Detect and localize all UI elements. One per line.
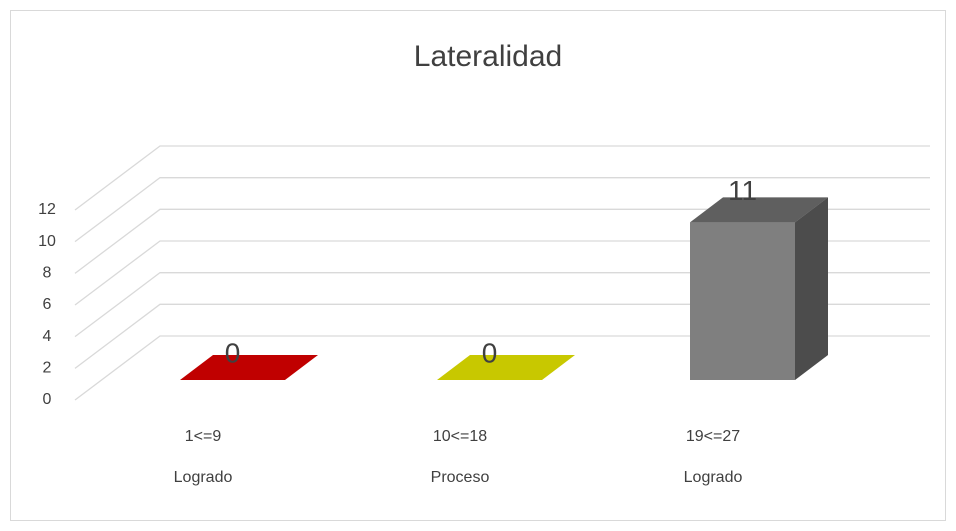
y-tick-label: 0 xyxy=(43,391,52,408)
y-tick-label: 10 xyxy=(38,233,56,250)
y-tick-label: 2 xyxy=(43,360,52,377)
bar-side xyxy=(795,197,828,380)
x-group-label: Logrado xyxy=(684,469,743,486)
chart-title: Lateralidad xyxy=(414,40,562,73)
grid-line xyxy=(74,335,930,401)
y-tick-label: 12 xyxy=(38,201,56,218)
x-tick-label: 10<=18 xyxy=(433,428,487,445)
y-tick-label: 8 xyxy=(43,265,52,282)
bar-top-shade xyxy=(690,197,828,223)
y-tick-label: 4 xyxy=(43,328,52,345)
data-label: 11 xyxy=(728,175,757,206)
grid-line xyxy=(74,145,930,211)
grid-line xyxy=(74,177,930,243)
grid-line xyxy=(74,208,930,274)
y-tick-label: 6 xyxy=(43,296,52,313)
bar-side-shade xyxy=(795,197,828,380)
bar-top xyxy=(180,355,318,380)
x-tick-label: 19<=27 xyxy=(686,428,740,445)
bar-top xyxy=(690,197,828,223)
data-label: 0 xyxy=(482,337,498,368)
grid-line xyxy=(74,272,930,338)
x-group-label: Logrado xyxy=(174,469,233,486)
x-group-label: Proceso xyxy=(431,469,490,486)
bar xyxy=(690,222,795,380)
bar-top xyxy=(437,355,575,380)
grid-line xyxy=(74,303,930,369)
grid-line xyxy=(74,240,930,306)
x-tick-label: 1<=9 xyxy=(185,428,222,445)
data-label: 0 xyxy=(225,337,241,368)
